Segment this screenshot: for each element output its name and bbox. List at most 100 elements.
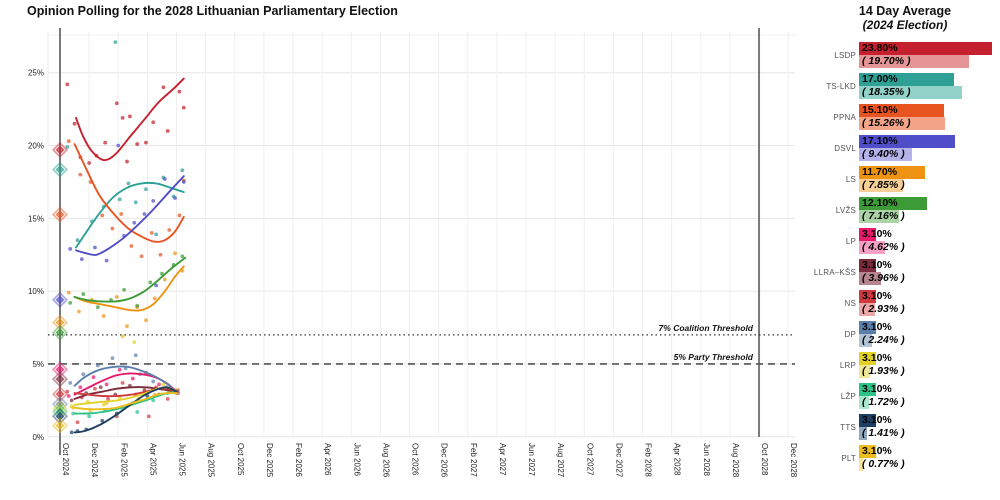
legend-panel: 14 Day Average (2024 Election) LSDP 23.80…: [810, 0, 1000, 500]
y-axis-tick-label: 0%: [32, 433, 44, 442]
avg-bar-value: 3.10%: [862, 352, 892, 364]
election-bar: ( 1.41% ): [859, 427, 905, 440]
election-bar-value: ( 1.72% ): [862, 396, 905, 408]
poll-dot-LVŽS: [135, 303, 140, 308]
avg-bar-value: 23.80%: [862, 42, 898, 54]
election-bar: ( 3.96% ): [859, 272, 905, 285]
y-axis-tick-label: 10%: [28, 287, 44, 296]
avg-bar: 3.10%: [859, 321, 892, 334]
poll-dot-LP: [104, 382, 109, 387]
poll-dot-DSVL: [154, 283, 159, 288]
poll-dot-NS: [65, 389, 70, 394]
avg-bar: 3.10%: [859, 290, 892, 303]
poll-dot-LP: [157, 382, 161, 387]
election-bar-value: ( 7.85% ): [862, 179, 905, 191]
x-axis-tick-label: Apr 2027: [498, 443, 507, 476]
poll-dot-LP: [66, 394, 71, 398]
x-axis-tick-label: Apr 2028: [673, 443, 682, 476]
legend-row-LRP: LRP 3.10%( 1.93% ): [810, 352, 1000, 378]
poll-dot-LS: [114, 295, 119, 299]
poll-dot-LP: [91, 375, 96, 379]
avg-bar-value: 3.10%: [862, 383, 892, 395]
legend-row-TTS: TTS 3.10%( 1.41% ): [810, 414, 1000, 440]
poll-dot-LS: [173, 251, 177, 256]
poll-dot-LVŽS: [95, 305, 100, 310]
poll-dot-DP: [110, 356, 115, 361]
poll-dot-LP: [78, 385, 83, 390]
poll-dot-LVŽS: [122, 287, 126, 292]
poll-dot-DSVL: [68, 247, 73, 251]
poll-dot-DSVL: [104, 258, 109, 263]
party-label: TS-LKD: [826, 81, 856, 91]
poll-dot-TS-LKD: [154, 232, 159, 237]
election-result-diamond-inner-DSVL: [55, 295, 65, 305]
poll-dot-PPNA: [119, 212, 124, 216]
poll-dot-TS-LKD: [65, 145, 70, 149]
poll-dot-TS-LKD: [117, 197, 122, 202]
election-bar: ( 9.40% ): [859, 148, 912, 161]
poll-dot-LŽP: [87, 414, 92, 419]
poll-dot-PPNA: [78, 172, 83, 177]
poll-dot-TS-LKD: [180, 168, 185, 173]
x-axis-tick-label: Dec 2026: [440, 443, 449, 478]
election-bar: ( 2.93% ): [859, 303, 905, 316]
election-bar-value: ( 1.93% ): [862, 365, 905, 377]
avg-bar: 23.80%: [859, 42, 993, 55]
avg-bar: 3.10%: [859, 228, 892, 241]
poll-dot-DP: [68, 381, 73, 385]
election-bar-value: ( 7.16% ): [862, 210, 905, 222]
legend-row-DP: DP 3.10%( 2.24% ): [810, 321, 1000, 347]
poll-dot-LSDP: [165, 129, 170, 133]
x-axis-tick-label: Aug 2026: [381, 443, 390, 478]
poll-dot-PLT: [120, 334, 125, 339]
poll-dot-LLRA–KŠS: [98, 385, 103, 390]
poll-dot-NS: [93, 386, 97, 391]
poll-dot-DSVL: [132, 220, 137, 225]
avg-bar: 17.10%: [859, 135, 955, 148]
x-axis-tick-label: Oct 2028: [760, 443, 769, 476]
avg-bar-value: 3.10%: [862, 290, 892, 302]
election-result-diamond-inner-LSDP: [55, 145, 65, 155]
legend-row-LŽP: LŽP 3.10%( 1.72% ): [810, 383, 1000, 409]
x-axis-tick-label: Jun 2028: [702, 443, 711, 476]
x-axis-tick-label: Apr 2025: [148, 443, 157, 476]
party-label: LLRA–KŠS: [813, 267, 856, 277]
party-bars: 3.10%( 2.24% ): [859, 321, 1000, 347]
poll-dot-NS: [75, 420, 80, 425]
election-bar: ( 2.24% ): [859, 334, 905, 347]
election-bar-value: ( 18.35% ): [862, 86, 911, 98]
poll-dot-LRP: [161, 382, 166, 387]
avg-bar-value: 3.10%: [862, 414, 892, 426]
trend-line-LVŽS: [73, 256, 187, 303]
poll-dot-LSDP: [114, 101, 119, 106]
poll-dot-LVŽS: [148, 280, 153, 285]
poll-dot-LSDP: [135, 142, 140, 146]
election-bar: ( 7.16% ): [859, 210, 905, 223]
x-axis-tick-label: Feb 2025: [119, 443, 128, 477]
election-result-diamond-inner-NS: [55, 389, 65, 399]
avg-bar: 3.10%: [859, 383, 892, 396]
party-bars: 15.10%( 15.26% ): [859, 104, 1000, 130]
party-bars: 3.10%( 2.93% ): [859, 290, 1000, 316]
election-bar-value: ( 2.93% ): [862, 303, 905, 315]
poll-dot-TS-LKD: [133, 200, 138, 205]
poll-dot-DSVL: [142, 212, 147, 216]
poll-dot-PPNA: [158, 252, 163, 257]
poll-dot-LS: [77, 309, 81, 314]
x-axis-tick-label: Feb 2028: [644, 443, 653, 477]
party-label: LRP: [839, 360, 856, 370]
poll-dot-TS-LKD: [126, 181, 131, 186]
trend-line-LLRA–KŠS: [73, 386, 178, 400]
poll-dot-NS: [146, 414, 151, 419]
avg-bar-value: 11.70%: [862, 166, 898, 178]
poll-dot-LSDP: [128, 114, 132, 119]
legend-row-LP: LP 3.10%( 4.62% ): [810, 228, 1000, 254]
y-axis-tick-label: 25%: [28, 69, 44, 78]
poll-dot-DSVL: [173, 196, 177, 200]
x-axis-tick-label: Jun 2026: [352, 443, 361, 476]
election-result-diamond-inner-LP: [55, 365, 65, 374]
party-bars: 3.10%( 4.62% ): [859, 228, 1000, 254]
x-axis-tick-label: Aug 2028: [731, 443, 740, 478]
poll-dot-LSDP: [125, 159, 129, 164]
